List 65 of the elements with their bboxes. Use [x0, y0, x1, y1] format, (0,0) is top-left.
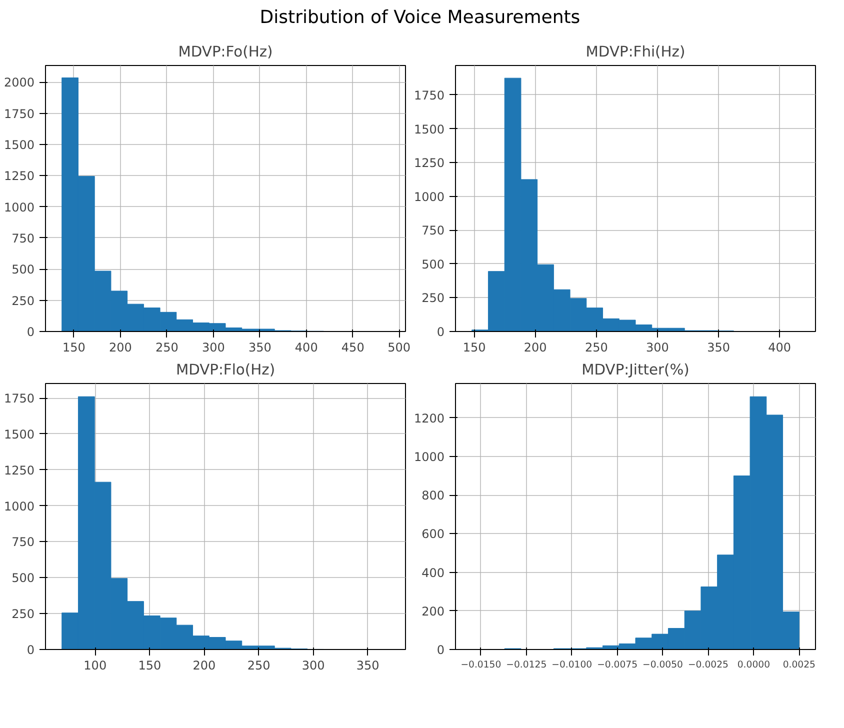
x-tick-label: 300 [646, 340, 669, 354]
x-tick-label: −0.0150 [460, 659, 502, 670]
x-tick-label: 250 [247, 658, 270, 672]
y-tick-label: 250 [12, 294, 34, 308]
x-tick-label: 250 [584, 340, 608, 354]
x-tick-label: 500 [388, 340, 410, 354]
x-tick-label: 350 [248, 340, 272, 354]
y-tick-label: 500 [12, 262, 34, 276]
y-tick-label: 750 [12, 534, 34, 549]
y-tick-label: 1500 [414, 122, 445, 136]
y-tick-label: 1750 [414, 88, 445, 102]
x-tick-label: 200 [524, 340, 547, 354]
y-tick-label: 600 [422, 526, 444, 541]
x-tick-label: 350 [356, 658, 380, 672]
x-tick-label: 400 [294, 340, 318, 354]
y-tick-label: 1200 [414, 411, 445, 426]
y-tick-label: 1750 [4, 106, 35, 120]
x-tick-label: 150 [138, 658, 162, 672]
y-tick-label: 0 [26, 642, 35, 657]
chart-title: MDVP:Flo(Hz) [176, 361, 276, 378]
x-tick-label: −0.0100 [552, 659, 592, 670]
x-tick-label: −0.0125 [506, 659, 547, 670]
y-tick-label: 0 [436, 642, 445, 657]
y-tick-label: 1250 [4, 463, 35, 478]
x-tick-label: 450 [341, 340, 364, 354]
x-tick-label: 250 [155, 340, 178, 354]
y-tick-label: 250 [422, 290, 444, 305]
y-tick-label: 1750 [4, 391, 35, 406]
x-tick-label: −0.0075 [597, 659, 638, 670]
y-tick-label: 1000 [4, 498, 35, 513]
y-tick-label: 0 [436, 324, 445, 339]
chart-title: MDVP:Jitter(%) [582, 361, 690, 378]
text: Distribution of Voice Measurements [260, 6, 580, 30]
y-tick-label: 1000 [414, 450, 445, 464]
x-tick-label: 100 [84, 658, 107, 672]
y-tick-label: 1500 [4, 427, 35, 442]
y-tick-label: 750 [12, 231, 34, 246]
y-tick-label: 250 [12, 606, 34, 621]
x-tick-label: 200 [192, 658, 216, 672]
x-tick-label: 150 [62, 340, 86, 354]
x-tick-label: 0.0000 [737, 659, 770, 670]
x-tick-label: 400 [768, 340, 792, 354]
chart-title: MDVP:Fo(Hz) [178, 43, 273, 60]
y-tick-label: 1250 [4, 168, 35, 183]
x-tick-label: −0.0025 [688, 659, 729, 670]
y-tick-label: 200 [422, 604, 444, 618]
y-tick-label: 2000 [4, 75, 35, 90]
y-tick-label: 1250 [414, 156, 445, 170]
y-tick-label: 800 [422, 488, 444, 502]
y-tick-label: 1500 [4, 138, 35, 152]
chart-title: MDVP:Fhi(Hz) [586, 43, 686, 60]
y-tick-label: 500 [12, 570, 34, 585]
y-tick-label: 400 [422, 565, 444, 580]
x-tick-label: −0.0050 [642, 659, 684, 670]
y-tick-label: 500 [422, 257, 444, 272]
x-tick-label: 150 [462, 340, 486, 354]
x-tick-label: 0.0025 [782, 659, 816, 670]
y-tick-label: 0 [26, 324, 35, 339]
y-tick-label: 1000 [414, 190, 445, 204]
y-tick-label: 750 [422, 223, 444, 238]
x-tick-label: 200 [108, 340, 132, 354]
x-tick-label: 300 [202, 340, 225, 354]
x-tick-label: 350 [707, 340, 730, 354]
x-tick-label: 300 [302, 658, 325, 672]
y-tick-label: 1000 [4, 200, 35, 214]
